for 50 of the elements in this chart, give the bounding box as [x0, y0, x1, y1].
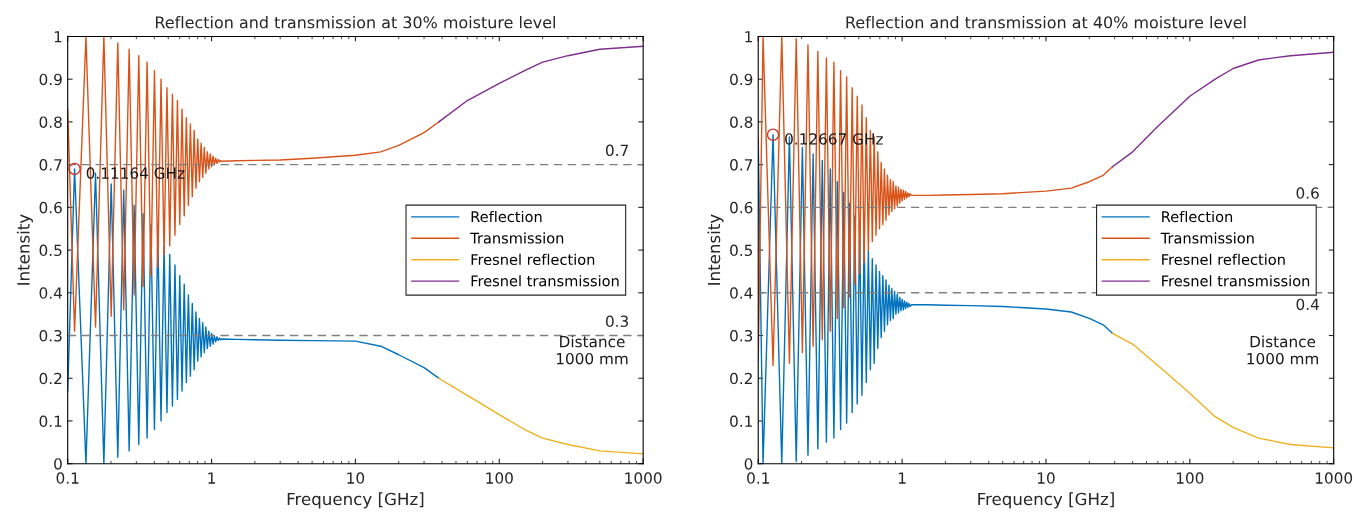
y-tick-label: 0 [54, 458, 62, 470]
y-tick-label: 0.8 [39, 116, 62, 128]
y-tick-label: 0.9 [39, 73, 62, 86]
x-tick-label: 100 [1176, 472, 1204, 484]
x-tick-label: 100 [486, 472, 513, 484]
y-tick-label: 0.5 [730, 244, 753, 257]
legend-label: Reflection [471, 210, 542, 223]
annotation: Distance 1000 mm [1247, 335, 1319, 365]
y-tick-label: 0 [744, 458, 753, 470]
x-axis-title: Frequency [GHz] [287, 492, 424, 509]
ref-line-label: 0.4 [1296, 298, 1319, 311]
y-tick-label: 0.1 [39, 415, 62, 427]
y-tick-label: 0.3 [730, 329, 753, 342]
y-tick-label: 0.5 [39, 244, 62, 257]
legend-label: Transmission [470, 232, 564, 244]
x-tick-label: 1 [898, 472, 906, 484]
y-axis-title: Intensity [707, 214, 724, 285]
y-tick-label: 0.7 [730, 159, 753, 171]
ref-line-label: 0.6 [1296, 187, 1319, 199]
y-tick-label: 0.6 [39, 201, 62, 214]
chart-title: Reflection and transmission at 40% moisture level [846, 16, 1246, 29]
y-tick-label: 1 [745, 31, 752, 43]
x-tick-label: 1 [208, 472, 216, 484]
y-tick-label: 0.7 [39, 159, 62, 171]
x-tick-label: 10 [1037, 472, 1055, 484]
y-tick-label: 0.3 [39, 329, 62, 342]
legend-label: Fresnel transmission [471, 275, 619, 287]
x-tick-label: 1000 [625, 472, 662, 484]
x-tick-label: 10 [347, 472, 365, 484]
x-axis-title: Frequency [GHz] [978, 492, 1114, 509]
legend-label: Reflection [1162, 210, 1233, 223]
y-tick-label: 1 [54, 31, 62, 43]
y-tick-label: 0.6 [730, 201, 753, 214]
legend-label: Fresnel reflection [471, 253, 595, 266]
y-axis-title: Intensity [16, 214, 33, 285]
y-tick-label: 0.8 [730, 116, 753, 128]
y-tick-label: 0.4 [730, 287, 753, 299]
annotation: Distance 1000 mm [556, 335, 628, 365]
y-tick-label: 0.9 [730, 73, 753, 86]
ref-line-label: 0.3 [605, 315, 629, 328]
ref-line-label: 0.7 [605, 144, 628, 157]
x-tick-label: 1000 [1315, 472, 1353, 484]
y-tick-label: 0.2 [39, 372, 62, 385]
legend-label: Fresnel transmission [1162, 275, 1310, 287]
legend-label: Transmission [1160, 232, 1254, 244]
y-tick-label: 0.2 [730, 372, 752, 385]
y-tick-label: 0.1 [730, 415, 752, 427]
y-tick-label: 0.4 [39, 287, 62, 299]
chart-title: Reflection and transmission at 30% moisture level [155, 16, 555, 29]
legend-label: Fresnel reflection [1162, 253, 1285, 266]
